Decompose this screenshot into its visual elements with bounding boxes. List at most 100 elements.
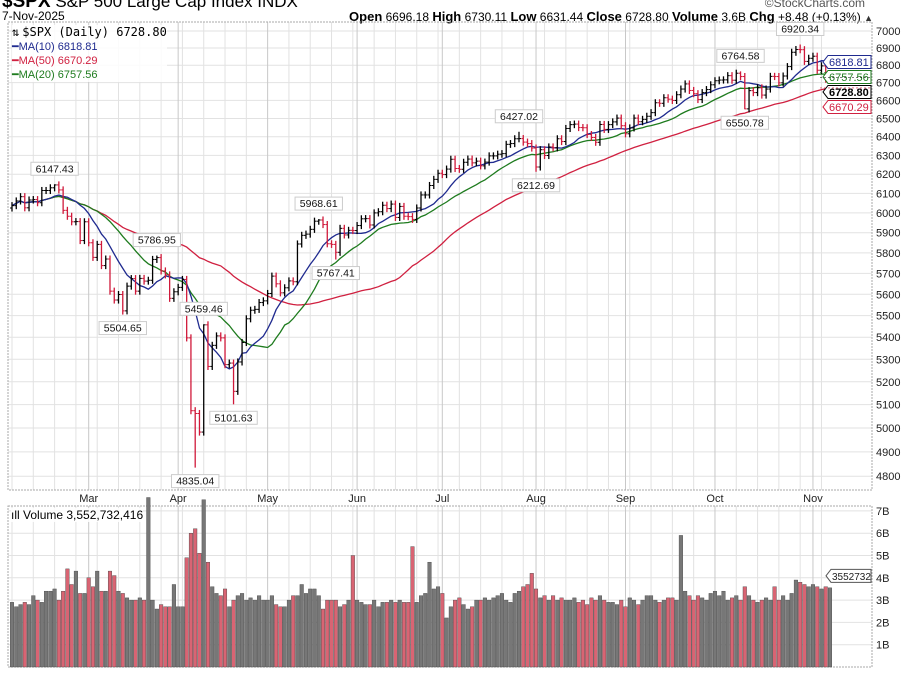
price-bar (487, 152, 492, 166)
annotation-box (30, 161, 79, 176)
price-bar (700, 89, 705, 104)
price-bar (551, 143, 556, 152)
x-tick-label: Aug (526, 493, 546, 505)
volume-bar (661, 599, 666, 668)
volume-bar (142, 599, 147, 668)
volume-bar (427, 561, 432, 668)
price-bar (798, 44, 803, 54)
volume-bar (793, 579, 798, 668)
x-tick-label: Oct (706, 493, 723, 505)
volume-bar (508, 602, 513, 668)
volume-bar (487, 599, 492, 668)
price-bar (295, 240, 300, 286)
price-bar (508, 140, 513, 148)
price-bar (363, 215, 368, 223)
volume-bar (188, 533, 193, 668)
volume-legend-text: Volume 3,552,732,416 (23, 508, 144, 522)
volume-bar (474, 599, 479, 668)
y-tick-label: 5600 (876, 289, 900, 301)
legend-main-text: $SPX (Daily) 6728.80 (22, 25, 167, 39)
volume-bar (687, 595, 692, 668)
price-bar (154, 255, 159, 263)
low-label: Low (510, 9, 537, 24)
volume-bar (755, 602, 760, 668)
price-bar (346, 226, 351, 239)
price-bar (406, 212, 411, 221)
volume-bar (61, 590, 66, 668)
price-tag (822, 69, 872, 84)
volume-bar (529, 573, 534, 668)
line-icon: ━ (12, 41, 19, 53)
price-bar (359, 215, 364, 230)
volume-bar (614, 604, 619, 668)
volume-bar (649, 595, 654, 668)
price-bar (568, 121, 573, 133)
x-tick-label: Apr (170, 493, 187, 505)
price-bar (751, 87, 756, 97)
price-bar (453, 155, 458, 173)
volume-bar (56, 599, 61, 668)
volume-bar (704, 599, 709, 668)
volume-bar (653, 599, 658, 668)
price-bar (657, 99, 662, 107)
volume-bar (312, 588, 317, 668)
volume-bar (482, 597, 487, 668)
price-bar (393, 200, 398, 221)
volume-bar (22, 602, 27, 668)
volume-bar (568, 599, 573, 668)
price-bar (214, 332, 219, 349)
y-tick-label: 4900 (876, 447, 900, 459)
volume-bar (316, 595, 321, 668)
volume-value: 3.6B (721, 10, 747, 24)
price-bar (252, 305, 257, 314)
volume-bar (308, 588, 313, 668)
volume-bar (218, 595, 223, 668)
y-tick-label: 6400 (876, 132, 900, 144)
volume-bar (167, 606, 172, 668)
price-bar (482, 158, 487, 170)
price-bar (687, 80, 692, 95)
price-bar (78, 218, 83, 245)
open-value: 6696.18 (385, 10, 430, 24)
y-tick-label: 6000 (876, 208, 900, 220)
volume-bar (546, 599, 551, 668)
volume-bar (333, 599, 338, 668)
symbol: $SPX (2, 0, 51, 12)
price-tag (822, 99, 872, 114)
volume-bar (176, 606, 181, 668)
volume-bar (282, 606, 287, 668)
price-bar (329, 240, 334, 248)
volume-bar (9, 602, 14, 668)
price-bar (90, 239, 95, 261)
volume-bar (150, 599, 155, 668)
price-bar (389, 200, 394, 213)
price-bar (614, 114, 619, 126)
volume-bar (636, 604, 641, 668)
price-bar (223, 334, 228, 369)
annotations: 6147.43 5504.65 5786.95 4835.04 5459.46 5101.… (30, 22, 825, 489)
price-legend: ⇅ $SPX (Daily) 6728.80 ━MA(10) 6818.81 ━… (12, 25, 167, 82)
volume-bar (103, 590, 108, 668)
price-bar (678, 85, 683, 99)
price-bar (10, 202, 14, 212)
volume-bar (470, 606, 475, 668)
volume-tag (825, 568, 872, 583)
price-bar (504, 140, 509, 158)
price-bar (606, 121, 611, 133)
price-bar (116, 290, 121, 304)
volume-bar (355, 599, 360, 668)
price-bar (474, 157, 479, 167)
price-bar (461, 158, 466, 173)
low-value: 6631.44 (539, 10, 584, 24)
volume-tick-label: 4B (876, 573, 889, 585)
y-tick-label: 6800 (876, 60, 900, 72)
price-bar (188, 334, 193, 415)
annotation-box (209, 410, 258, 425)
volume-bar (491, 597, 496, 668)
price-bar (683, 80, 688, 93)
price-bar (31, 196, 36, 204)
price-bar (278, 280, 283, 297)
annotation-label: 6764.58 (722, 50, 760, 62)
price-tag (822, 84, 872, 99)
